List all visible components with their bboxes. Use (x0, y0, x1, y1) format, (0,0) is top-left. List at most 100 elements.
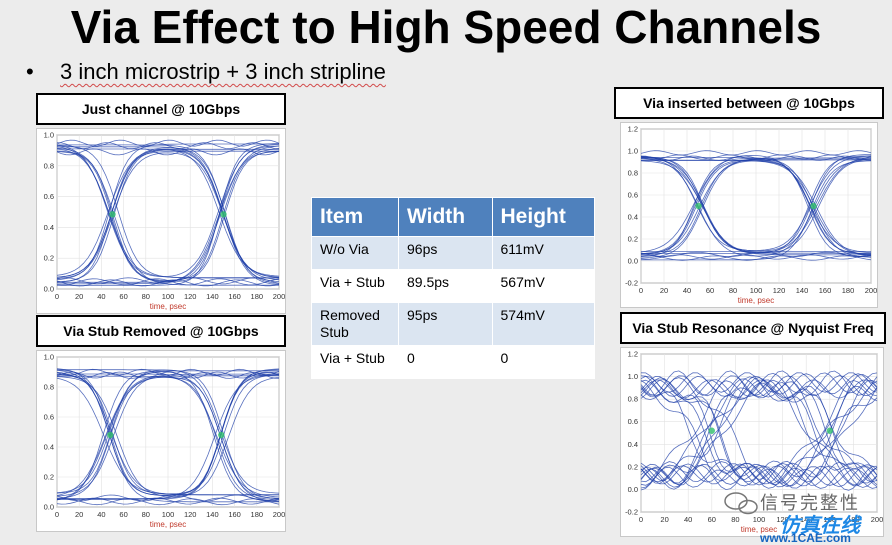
table-cell-height: 0 (491, 345, 596, 379)
eye-traces (640, 150, 872, 261)
eye-trace (56, 370, 279, 494)
eye-trace (640, 375, 878, 484)
eye-trace (640, 154, 872, 253)
eye-trace (640, 155, 872, 251)
x-tick-label: 140 (796, 286, 809, 295)
y-tick-label: 0.6 (44, 413, 54, 422)
eye-trace (640, 377, 878, 483)
table-cell-item: W/o Via (311, 236, 399, 270)
eye-trace (57, 375, 280, 500)
eye-traces (56, 139, 280, 287)
panel-label-via-inserted: Via inserted between @ 10Gbps (614, 87, 884, 119)
x-tick-label: 100 (753, 515, 766, 524)
eye-trace (640, 158, 872, 254)
y-tick-label: 1.2 (628, 125, 638, 134)
eye-trace (640, 154, 872, 160)
x-tick-label: 120 (184, 510, 197, 519)
x-tick-label: 160 (819, 286, 832, 295)
x-tick-label: 20 (75, 292, 83, 301)
y-tick-label: 0.6 (628, 417, 638, 426)
eye-trace (56, 145, 279, 279)
y-tick-label: 1.0 (628, 372, 638, 381)
panel-label-via-stub-resonance: Via Stub Resonance @ Nyquist Freq (620, 312, 886, 344)
x-tick-label: 40 (684, 515, 692, 524)
eye-trace (640, 460, 878, 486)
eye-trace (640, 157, 872, 258)
eye-trace (641, 159, 872, 256)
eye-trace (640, 372, 878, 489)
eye-crossing-hotspot (220, 211, 227, 218)
x-tick-label: 200 (273, 510, 286, 519)
eye-trace (640, 159, 871, 255)
bullet-text: 3 inch microstrip + 3 inch stripline (60, 59, 386, 84)
x-tick-label: 20 (660, 515, 668, 524)
x-tick-label: 80 (142, 510, 150, 519)
bullet-item: • 3 inch microstrip + 3 inch stripline (26, 58, 386, 86)
watermark-url: www.1CAE.com (760, 531, 851, 545)
table-cell-height: 611mV (491, 236, 596, 270)
table-cell-height: 567mV (491, 269, 596, 303)
eye-trace (56, 143, 280, 278)
table-cell-width: 89.5ps (398, 269, 493, 303)
table-cell-item: Via + Stub (311, 345, 399, 379)
x-tick-label: 120 (776, 515, 789, 524)
y-tick-label: 0.8 (44, 161, 54, 170)
site-watermark: 信号完整性 仿真在线 www.1CAE.com (720, 485, 892, 545)
eye-trace (640, 370, 878, 396)
table-row: Removed Stub 95ps 574mV (311, 302, 596, 346)
x-tick-label: 180 (251, 510, 264, 519)
watermark-site-text: 仿真在线 (780, 515, 860, 537)
table-cell-item: Removed Stub (311, 302, 399, 346)
eye-diagram-via-stub-removed: 0 20 40 60 80 100 120 140 160 180 200 0.0 0.2 0.4 0.6 0… (36, 350, 286, 532)
eye-diagram-svg: 0 20 40 60 80 100 120 140 160 180 200 0.0 0.2 0.4 0.6 0… (44, 353, 286, 530)
x-tick-label: 60 (708, 515, 716, 524)
x-tick-label: 100 (162, 510, 175, 519)
y-tick-label: -0.2 (625, 508, 638, 517)
x-tick-label: 0 (639, 286, 643, 295)
y-tick-label: 0.4 (628, 213, 638, 222)
eye-trace (56, 142, 280, 150)
y-tick-label: 0.8 (628, 169, 638, 178)
y-tick-label: 0.0 (628, 257, 638, 266)
y-tick-label: 0.4 (44, 223, 54, 232)
eye-diagram-svg: 0 20 40 60 80 100 120 140 160 180 200 -0.2 0.0 0.2 0.4… (625, 125, 877, 306)
eye-trace (640, 379, 878, 486)
eye-trace (640, 465, 878, 491)
y-tick-label: 1.0 (44, 131, 54, 140)
y-tick-label: 0.4 (628, 440, 638, 449)
eye-trace (640, 376, 878, 488)
x-tick-label: 40 (97, 510, 105, 519)
eye-crossing-hotspot (695, 202, 702, 210)
x-tick-label: 160 (824, 515, 837, 524)
y-tick-label: 1.2 (628, 350, 638, 359)
table-cell-width: 95ps (398, 302, 493, 346)
table-header-row: Item Width Height (311, 197, 596, 237)
table-row: Via + Stub 89.5ps 567mV (311, 269, 596, 303)
x-tick-label: 60 (119, 510, 127, 519)
y-tick-label: 0.8 (44, 383, 54, 392)
x-tick-label: 180 (847, 515, 860, 524)
eye-diagram-via-inserted: 0 20 40 60 80 100 120 140 160 180 200 -0.2 0.0 0.2 0.4… (620, 122, 878, 308)
eye-trace (640, 156, 872, 253)
x-tick-label: 120 (184, 292, 197, 301)
y-tick-label: 1.0 (628, 147, 638, 156)
table-header-item: Item (311, 197, 399, 237)
eye-trace (56, 147, 280, 278)
y-tick-label: 0.0 (628, 485, 638, 494)
eye-crossing-hotspot (826, 427, 833, 434)
x-axis-label: time, psec (150, 302, 186, 311)
x-tick-label: 60 (706, 286, 714, 295)
eye-trace (56, 375, 280, 498)
x-axis-label: time, psec (150, 520, 186, 529)
y-tick-label: 0.4 (44, 443, 54, 452)
x-tick-label: 0 (55, 292, 59, 301)
eye-diagram-just-channel: 0 20 40 60 80 100 120 140 160 180 200 0.0 0.2 0.4 0.6 0… (36, 128, 286, 314)
x-tick-label: 120 (773, 286, 786, 295)
eye-trace (640, 160, 871, 256)
y-tick-label: 0.6 (628, 191, 638, 200)
eye-diagram-via-stub-resonance: 0 20 40 60 80 100 120 140 160 180 200 -0.2 0.0 0.2 0.4… (620, 347, 884, 537)
eye-trace (640, 255, 872, 261)
eye-diagram-svg: 0 20 40 60 80 100 120 140 160 180 200 0.0 0.2 0.4 0.6 0… (44, 131, 286, 312)
eye-measurement-table: Item Width Height W/o Via 96ps 611mV Via… (311, 197, 596, 379)
table-header-height: Height (491, 197, 596, 237)
